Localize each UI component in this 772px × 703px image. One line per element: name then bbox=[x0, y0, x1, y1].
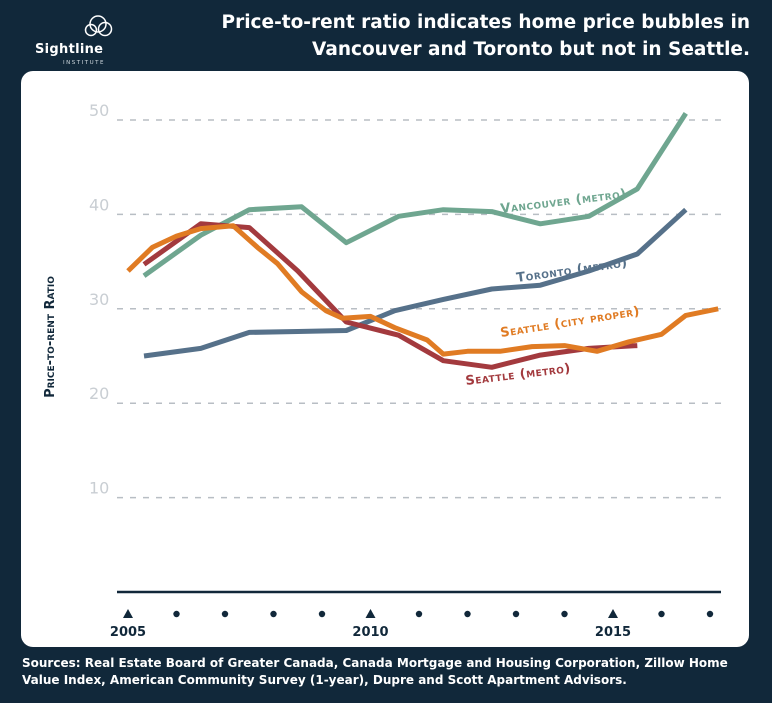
x-tick-2010: 2010 bbox=[352, 625, 388, 640]
y-tick-labels: 10 20 30 40 50 bbox=[89, 101, 109, 498]
logo-name: Sightline bbox=[35, 42, 104, 57]
series-lines bbox=[126, 112, 719, 370]
label-vancouver: Vancouver (metro) bbox=[500, 187, 628, 217]
x-tick-marker-2005 bbox=[123, 609, 133, 618]
x-dot-2011 bbox=[415, 610, 423, 618]
x-tick-2015: 2015 bbox=[595, 625, 631, 640]
y-tick-10: 10 bbox=[89, 479, 109, 498]
x-dot-2012 bbox=[464, 610, 471, 618]
chart-panel: 10 20 30 40 50 Price-to-rent Ratio 2005 2010 2… bbox=[21, 71, 749, 647]
x-dot-2006 bbox=[173, 610, 180, 618]
series-line-seattle-city-proper bbox=[126, 223, 719, 357]
sightline-logo: Sightline INSTITUTE bbox=[14, 10, 164, 70]
x-dot-2014 bbox=[561, 610, 568, 618]
label-seattle-city: Seattle (city proper) bbox=[499, 304, 641, 341]
x-dot-2009 bbox=[318, 610, 326, 618]
series-line-toronto-metro bbox=[143, 207, 688, 359]
x-dot-2017 bbox=[706, 610, 714, 618]
x-tick-marker-2010 bbox=[365, 609, 376, 618]
y-tick-20: 20 bbox=[89, 384, 109, 403]
y-tick-50: 50 bbox=[89, 101, 109, 120]
y-axis-label: Price-to-rent Ratio bbox=[43, 276, 58, 398]
label-toronto: Toronto (metro) bbox=[515, 255, 628, 285]
logo-subtitle: INSTITUTE bbox=[63, 60, 105, 66]
source-note: Sources: Real Estate Board of Greater Ca… bbox=[22, 656, 728, 687]
x-tick-2005: 2005 bbox=[110, 625, 146, 640]
x-dot-2013 bbox=[512, 610, 520, 618]
logo-mark-icon bbox=[84, 15, 113, 37]
x-dot-2007 bbox=[221, 610, 229, 618]
x-dot-2008 bbox=[270, 610, 277, 618]
x-axis-markers: 2005 2010 2015 bbox=[110, 609, 714, 640]
series-line-vancouver-metro bbox=[142, 112, 688, 278]
x-tick-marker-2015 bbox=[608, 609, 618, 618]
x-dot-2016 bbox=[658, 610, 665, 618]
y-tick-30: 30 bbox=[89, 290, 109, 309]
chart-title: Price-to-rent ratio indicates home price… bbox=[221, 12, 750, 60]
y-tick-40: 40 bbox=[89, 195, 109, 214]
